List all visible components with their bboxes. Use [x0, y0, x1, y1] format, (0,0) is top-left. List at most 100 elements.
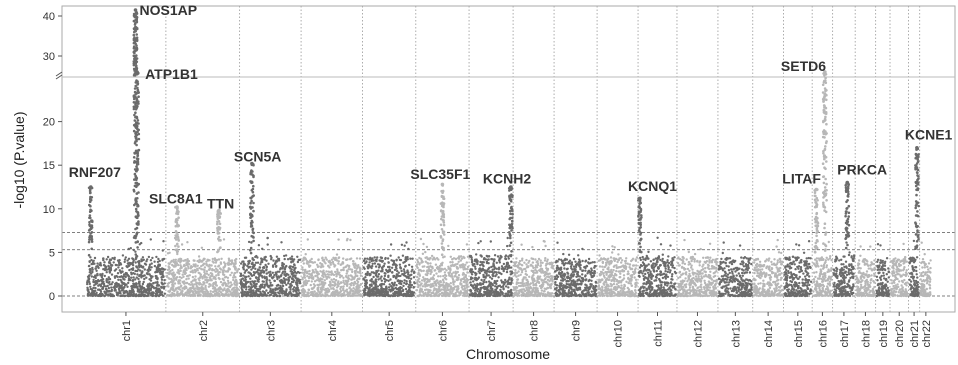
peak-point — [136, 240, 139, 243]
snp-point — [397, 256, 400, 259]
snp-point — [227, 267, 231, 271]
snp-point — [129, 247, 132, 250]
snp-point — [127, 257, 131, 260]
snp-point — [460, 286, 464, 289]
snp-point — [339, 281, 343, 284]
snp-point — [497, 266, 501, 269]
snp-point — [266, 236, 269, 240]
snp-point — [387, 279, 390, 282]
snp-point — [470, 276, 473, 280]
snp-point — [102, 257, 105, 260]
snp-point — [182, 269, 186, 272]
snp-point — [208, 268, 211, 271]
snp-point — [382, 265, 385, 268]
snp-point — [466, 271, 469, 274]
snp-point — [96, 294, 99, 297]
snp-point — [392, 294, 395, 297]
peak-point — [217, 235, 221, 239]
snp-point — [426, 265, 429, 269]
snp-point — [145, 260, 148, 263]
snp-point — [260, 257, 263, 260]
snp-point — [265, 278, 269, 281]
peak-point — [137, 223, 140, 226]
peak-point — [134, 29, 137, 33]
snp-point — [329, 271, 332, 274]
snp-point — [172, 284, 175, 288]
snp-point — [469, 294, 473, 297]
snp-point — [439, 281, 442, 284]
peak-point — [135, 46, 139, 50]
snp-point — [438, 264, 442, 268]
peak-point — [135, 48, 138, 52]
snp-point — [340, 274, 343, 278]
snp-point — [283, 254, 286, 258]
snp-point — [364, 276, 367, 279]
snp-point — [172, 271, 175, 274]
snp-point — [346, 258, 349, 261]
snp-point — [476, 262, 479, 266]
snp-point — [263, 286, 266, 289]
snp-point — [126, 285, 129, 288]
snp-point — [277, 259, 281, 262]
snp-point — [267, 262, 270, 265]
snp-point — [444, 292, 447, 295]
peak-point — [135, 185, 138, 189]
snp-point — [99, 273, 102, 276]
snp-point — [506, 244, 509, 248]
snp-point — [439, 270, 442, 273]
snp-point — [223, 287, 226, 290]
snp-point — [440, 268, 443, 271]
snp-point — [107, 281, 110, 284]
snp-point — [170, 278, 174, 282]
snp-point — [487, 267, 490, 271]
peak-point — [174, 230, 178, 233]
snp-point — [456, 288, 460, 291]
snp-point — [379, 277, 382, 280]
snp-point — [452, 271, 455, 274]
snp-point — [343, 294, 346, 297]
snp-point — [534, 266, 537, 269]
snp-point — [346, 283, 349, 286]
snp-point — [123, 258, 127, 261]
snp-point — [333, 294, 336, 298]
snp-point — [101, 286, 105, 290]
snp-point — [117, 287, 121, 291]
snp-point — [363, 257, 367, 260]
snp-point — [146, 289, 149, 292]
snp-point — [128, 264, 131, 267]
snp-point — [376, 275, 379, 278]
snp-point — [496, 255, 500, 258]
snp-point — [312, 286, 316, 289]
snp-point — [159, 292, 162, 295]
snp-point — [449, 290, 452, 294]
snp-point — [86, 286, 89, 289]
snp-point — [103, 274, 107, 278]
snp-point — [524, 289, 527, 293]
snp-point — [316, 265, 320, 269]
peak-point — [440, 242, 444, 245]
snp-point — [534, 264, 538, 267]
snp-point — [450, 272, 453, 276]
snp-point — [410, 265, 414, 268]
snp-point — [480, 278, 483, 282]
snp-point — [548, 272, 551, 275]
snp-point — [108, 260, 111, 263]
snp-point — [419, 293, 422, 296]
snp-point — [420, 279, 424, 282]
snp-point — [536, 275, 540, 278]
snp-point — [363, 292, 366, 295]
snp-point — [446, 284, 449, 288]
snp-point — [105, 268, 109, 271]
snp-point — [425, 294, 428, 297]
snp-point — [400, 243, 404, 246]
snp-point — [417, 269, 421, 272]
snp-point — [427, 279, 430, 282]
snp-point — [446, 291, 449, 295]
snp-point — [204, 286, 207, 289]
snp-point — [219, 268, 223, 271]
snp-point — [451, 278, 455, 281]
snp-point — [140, 274, 143, 277]
snp-point — [358, 277, 361, 280]
snp-point — [123, 294, 127, 298]
snp-point — [510, 277, 513, 280]
